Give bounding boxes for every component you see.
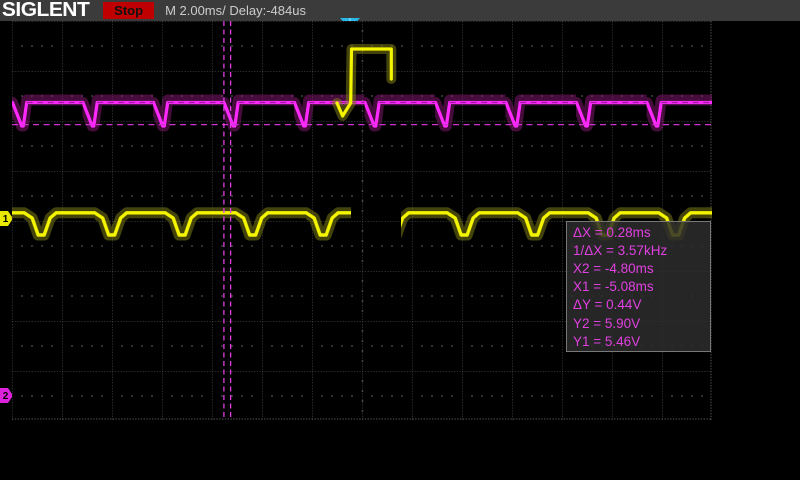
svg-text:2: 2 — [3, 391, 9, 402]
svg-text:1: 1 — [3, 214, 9, 225]
